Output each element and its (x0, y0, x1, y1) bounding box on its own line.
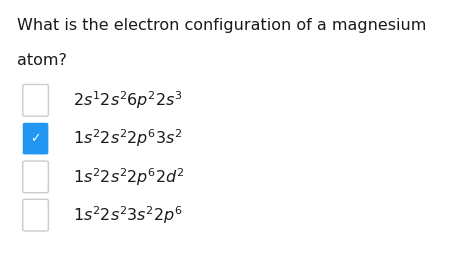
Text: What is the electron configuration of a magnesium: What is the electron configuration of a … (17, 18, 426, 34)
Text: $1s^22s^22p^63s^2$: $1s^22s^22p^63s^2$ (73, 128, 183, 149)
FancyBboxPatch shape (23, 123, 48, 154)
Text: ✓: ✓ (30, 132, 41, 145)
FancyBboxPatch shape (23, 199, 48, 231)
Text: $1s^22s^23s^22p^6$: $1s^22s^23s^22p^6$ (73, 204, 183, 226)
FancyBboxPatch shape (23, 161, 48, 193)
Text: atom?: atom? (17, 53, 66, 68)
Text: $2s^12s^26p^22s^3$: $2s^12s^26p^22s^3$ (73, 89, 183, 111)
FancyBboxPatch shape (23, 84, 48, 116)
Text: $1s^22s^22p^62d^2$: $1s^22s^22p^62d^2$ (73, 166, 185, 188)
